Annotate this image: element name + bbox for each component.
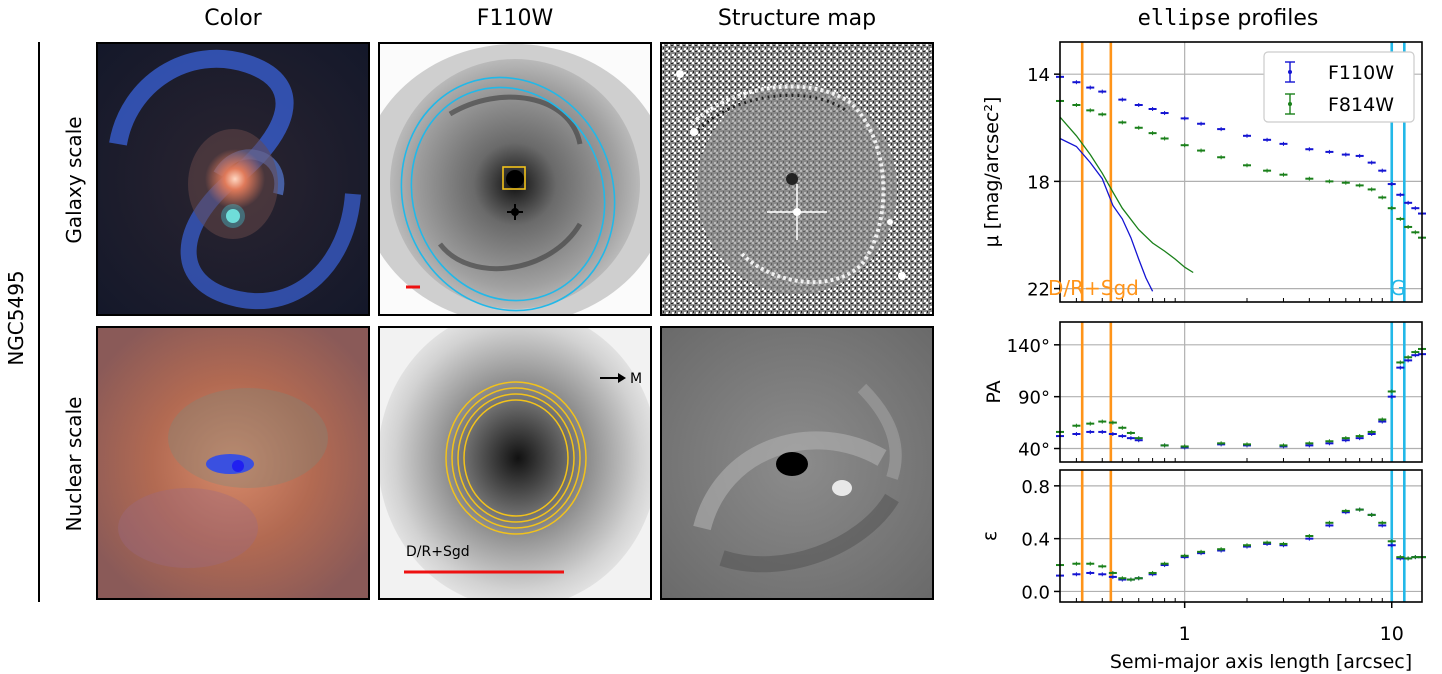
y-tick-label: 40°	[1018, 440, 1050, 461]
legend-dot	[1288, 70, 1292, 74]
model-curve	[1059, 137, 1154, 292]
y-tick-label: 0.8	[1021, 477, 1050, 498]
panel-frame	[1059, 469, 1423, 603]
x-axis-label: Semi-major axis length [arcsec]	[1110, 651, 1412, 673]
f110w-image-galaxy	[378, 42, 652, 316]
profile-panel-ellipticity: 0.0 0.4 0.8 ε 1 10 Semi-major axis length [arc…	[979, 469, 1426, 673]
legend-box	[1263, 51, 1415, 123]
profile-panel-position-angle: 40° 90° 140° PA	[983, 321, 1426, 463]
y-tick-label: 18	[1027, 172, 1050, 193]
y-tick-label: 0.0	[1021, 582, 1050, 603]
profiles-title-rest: profiles	[1230, 6, 1319, 31]
y-tick-label: 140°	[1007, 336, 1050, 357]
component-label-g: G	[1390, 276, 1406, 300]
column-title-structure: Structure map	[717, 6, 877, 31]
f110w-image-nuclear: M D/R+Sgd	[378, 326, 652, 600]
legend-label: F814W	[1328, 94, 1394, 116]
panel-frame	[1059, 321, 1423, 463]
column-title-profiles: ellipse profiles	[1043, 6, 1413, 31]
profiles-title-mono: ellipse	[1137, 6, 1231, 31]
x-tick-label: 1	[1179, 623, 1191, 645]
y-tick-label: 90°	[1018, 388, 1050, 409]
x-tick-label: 10	[1380, 623, 1404, 645]
structure-map-galaxy	[660, 42, 934, 316]
y-axis-label: μ [mag/arcsec²]	[981, 97, 1003, 248]
legend-label: F110W	[1328, 62, 1394, 84]
marker-m-label: M	[630, 371, 642, 387]
profile-panel-surface-brightness: 14 18 22 μ [mag/arcsec²] F110W F814W D/R+Sgd G	[981, 41, 1426, 303]
y-tick-label: 14	[1027, 65, 1050, 86]
legend-dot	[1288, 102, 1292, 106]
component-label-nuclear: D/R+Sgd	[406, 544, 470, 560]
chart-legend: F110W F814W	[1263, 51, 1415, 123]
color-image-nuclear	[96, 326, 370, 600]
galaxy-rule	[38, 42, 40, 602]
column-title-f110w: F110W	[476, 6, 554, 31]
y-axis-label: PA	[983, 380, 1005, 403]
column-title-color: Color	[204, 6, 262, 31]
y-tick-label: 22	[1027, 280, 1050, 301]
model-curve	[1059, 116, 1194, 274]
panel-frame	[1059, 41, 1423, 303]
structure-map-nuclear	[660, 326, 934, 600]
y-tick-label: 0.4	[1021, 530, 1050, 551]
color-image-galaxy	[96, 42, 370, 316]
component-label-dr-sgd: D/R+Sgd	[1048, 276, 1139, 300]
y-axis-label: ε	[979, 531, 1001, 541]
